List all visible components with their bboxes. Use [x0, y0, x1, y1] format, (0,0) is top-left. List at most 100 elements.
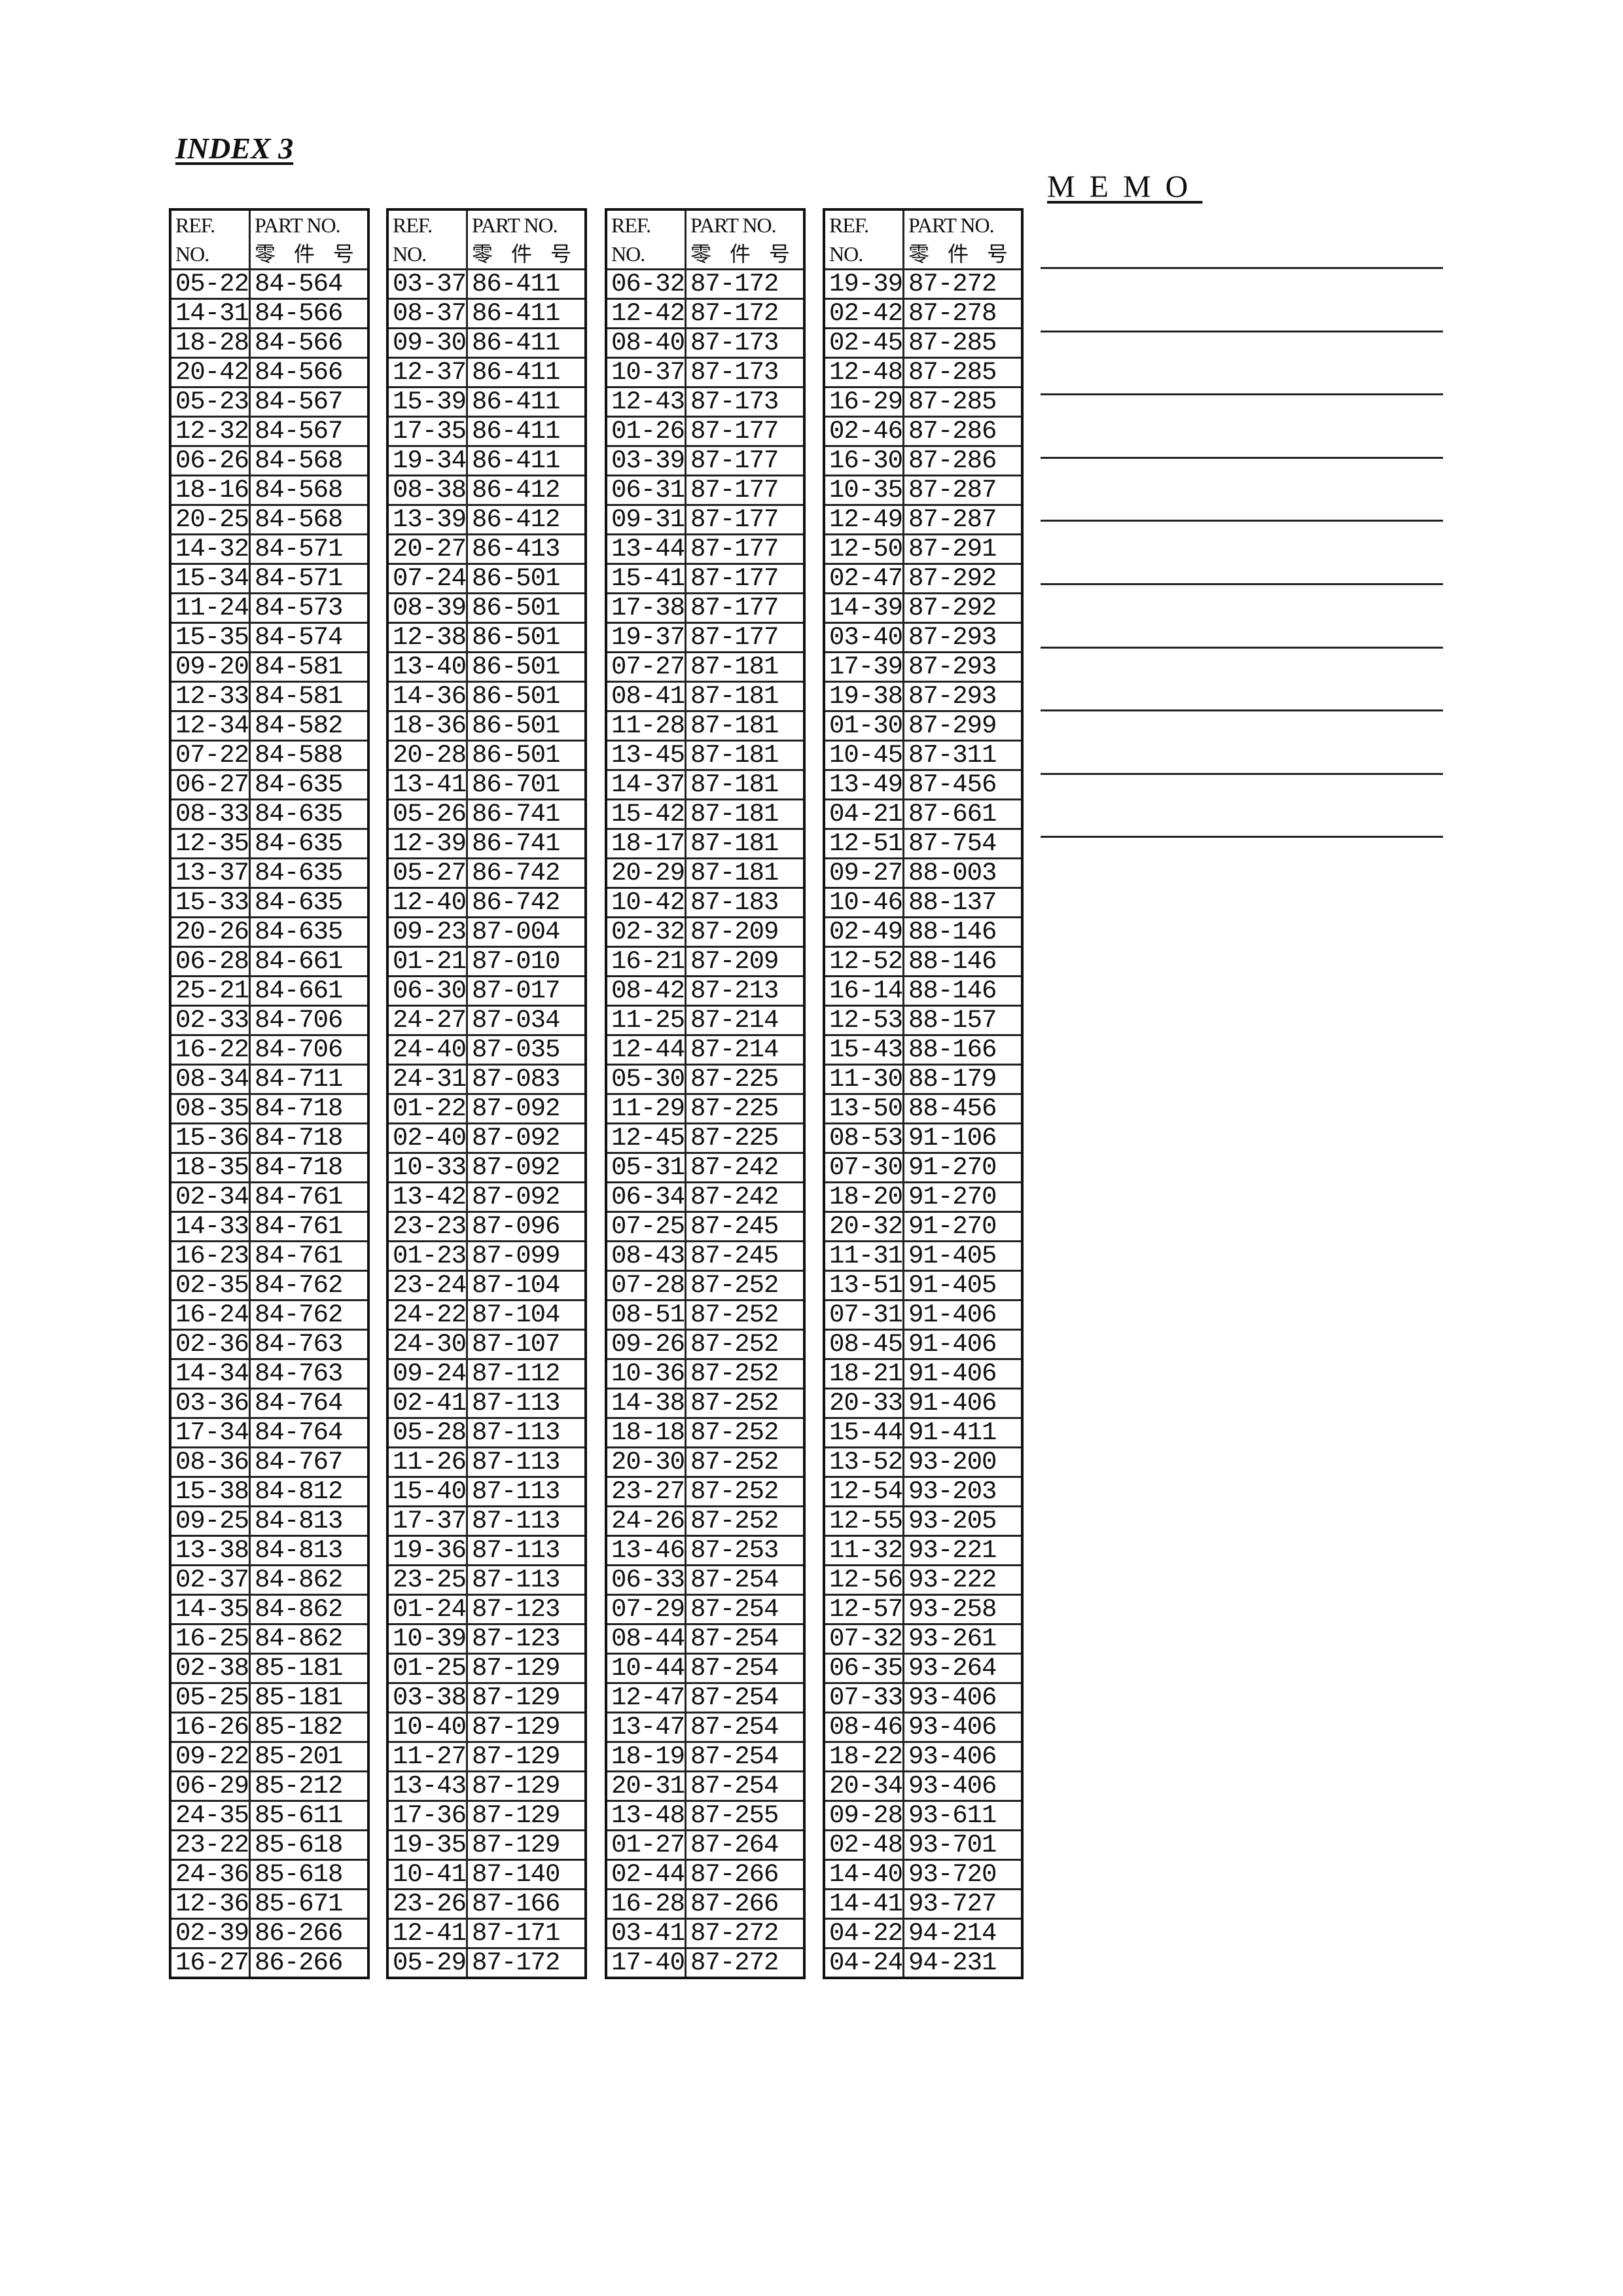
part-no-cell: 87-272 — [902, 268, 1024, 300]
table-row: 09-30 86-411 — [386, 327, 587, 359]
ref-no-cell: 12-33 — [169, 681, 251, 712]
part-no-cell: 84-661 — [249, 946, 370, 977]
part-no-cell: 84-635 — [249, 916, 370, 948]
table-row: 02-34 84-761 — [169, 1181, 370, 1213]
part-no-cell: 87-292 — [902, 563, 1024, 594]
part-no-cell: 84-568 — [249, 504, 370, 535]
part-no-cell: 87-113 — [466, 1535, 587, 1566]
table-row: 13-39 86-412 — [386, 504, 587, 535]
table-row: 23-25 87-113 — [386, 1564, 587, 1596]
memo-line — [1041, 772, 1443, 775]
part-no-cell: 84-568 — [249, 445, 370, 476]
table-row: 02-49 88-146 — [823, 916, 1024, 948]
part-header-line2: 零 件 号 — [255, 242, 361, 266]
table-header-row: REF. NO. PART NO. 零 件 号 — [605, 208, 806, 270]
part-no-cell: 87-292 — [902, 592, 1024, 624]
part-header-line1: PART NO. — [690, 213, 777, 237]
table-row: 05-28 87-113 — [386, 1417, 587, 1448]
ref-no-cell: 05-31 — [605, 1152, 687, 1183]
part-no-cell: 84-763 — [249, 1329, 370, 1360]
ref-no-cell: 12-48 — [823, 357, 905, 388]
table-row: 13-47 87-254 — [605, 1712, 806, 1743]
part-no-cell: 84-718 — [249, 1093, 370, 1124]
ref-no-cell: 11-30 — [823, 1064, 905, 1095]
part-no-cell: 86-741 — [466, 828, 587, 859]
part-no-cell: 84-764 — [249, 1417, 370, 1448]
table-row: 10-40 87-129 — [386, 1712, 587, 1743]
table-row: 03-39 87-177 — [605, 445, 806, 476]
ref-no-cell: 02-46 — [823, 416, 905, 447]
table-row: 14-37 87-181 — [605, 769, 806, 800]
table-row: 16-14 88-146 — [823, 975, 1024, 1007]
ref-no-cell: 06-27 — [169, 769, 251, 800]
table-row: 08-42 87-213 — [605, 975, 806, 1007]
part-no-cell: 88-146 — [902, 916, 1024, 948]
ref-no-cell: 08-43 — [605, 1240, 687, 1272]
table-row: 16-21 87-209 — [605, 946, 806, 977]
part-no-cell: 87-252 — [685, 1446, 806, 1478]
ref-no-cell: 11-25 — [605, 1005, 687, 1036]
part-no-cell: 84-567 — [249, 416, 370, 447]
ref-no-cell: 23-23 — [386, 1211, 469, 1242]
ref-no-cell: 06-28 — [169, 946, 251, 977]
ref-no-cell: 10-33 — [386, 1152, 469, 1183]
ref-no-cell: 08-37 — [386, 298, 469, 329]
ref-no-cell: 12-32 — [169, 416, 251, 447]
ref-no-cell: 06-33 — [605, 1564, 687, 1596]
page-title: INDEX 3 — [175, 132, 294, 165]
part-no-cell: 87-214 — [685, 1005, 806, 1036]
table-row: 07-25 87-245 — [605, 1211, 806, 1242]
part-no-cell: 87-129 — [466, 1682, 587, 1713]
table-row: 23-23 87-096 — [386, 1211, 587, 1242]
part-header-line2: 零 件 号 — [908, 242, 1015, 266]
ref-no-cell: 06-32 — [605, 268, 687, 300]
ref-no-cell: 15-44 — [823, 1417, 905, 1448]
part-no-cell: 88-146 — [902, 975, 1024, 1007]
ref-no-cell: 09-28 — [823, 1800, 905, 1831]
ref-no-cell: 15-41 — [605, 563, 687, 594]
ref-no-cell: 17-39 — [823, 651, 905, 683]
part-no-cell: 86-411 — [466, 386, 587, 418]
part-no-cell: 87-173 — [685, 357, 806, 388]
part-no-cell: 84-588 — [249, 740, 370, 771]
part-no-cell: 86-742 — [466, 887, 587, 918]
table-row: 06-33 87-254 — [605, 1564, 806, 1596]
table-row: 02-45 87-285 — [823, 327, 1024, 359]
part-no-cell: 86-411 — [466, 268, 587, 300]
part-no-cell: 91-406 — [902, 1358, 1024, 1390]
ref-no-cell: 16-29 — [823, 386, 905, 418]
part-no-cell: 87-254 — [685, 1623, 806, 1655]
table-row: 12-32 84-567 — [169, 416, 370, 447]
part-no-cell: 87-254 — [685, 1712, 806, 1743]
ref-no-cell: 10-44 — [605, 1653, 687, 1684]
part-no-cell: 84-711 — [249, 1064, 370, 1095]
table-row: 15-35 84-574 — [169, 622, 370, 653]
memo-line — [1041, 520, 1443, 522]
memo-line — [1041, 330, 1443, 332]
table-row: 06-34 87-242 — [605, 1181, 806, 1213]
ref-no-cell: 20-26 — [169, 916, 251, 948]
ref-no-cell: 18-17 — [605, 828, 687, 859]
table-row: 08-38 86-412 — [386, 475, 587, 506]
part-no-cell: 87-104 — [466, 1270, 587, 1301]
ref-no-cell: 02-33 — [169, 1005, 251, 1036]
part-no-cell: 88-146 — [902, 946, 1024, 977]
table-row: 09-27 88-003 — [823, 857, 1024, 889]
part-no-cell: 87-183 — [685, 887, 806, 918]
part-no-header: PART NO. 零 件 号 — [466, 208, 587, 270]
table-row: 08-39 86-501 — [386, 592, 587, 624]
part-no-cell: 86-411 — [466, 445, 587, 476]
part-no-cell: 87-099 — [466, 1240, 587, 1272]
part-no-cell: 84-635 — [249, 769, 370, 800]
part-no-cell: 86-411 — [466, 357, 587, 388]
part-no-cell: 84-761 — [249, 1211, 370, 1242]
ref-no-cell: 07-24 — [386, 563, 469, 594]
ref-no-cell: 20-28 — [386, 740, 469, 771]
table-row: 12-57 93-258 — [823, 1594, 1024, 1625]
ref-no-cell: 15-33 — [169, 887, 251, 918]
part-no-cell: 87-253 — [685, 1535, 806, 1566]
table-row: 02-47 87-292 — [823, 563, 1024, 594]
table-row: 08-34 84-711 — [169, 1064, 370, 1095]
ref-no-cell: 12-44 — [605, 1034, 687, 1066]
ref-no-cell: 04-22 — [823, 1918, 905, 1949]
